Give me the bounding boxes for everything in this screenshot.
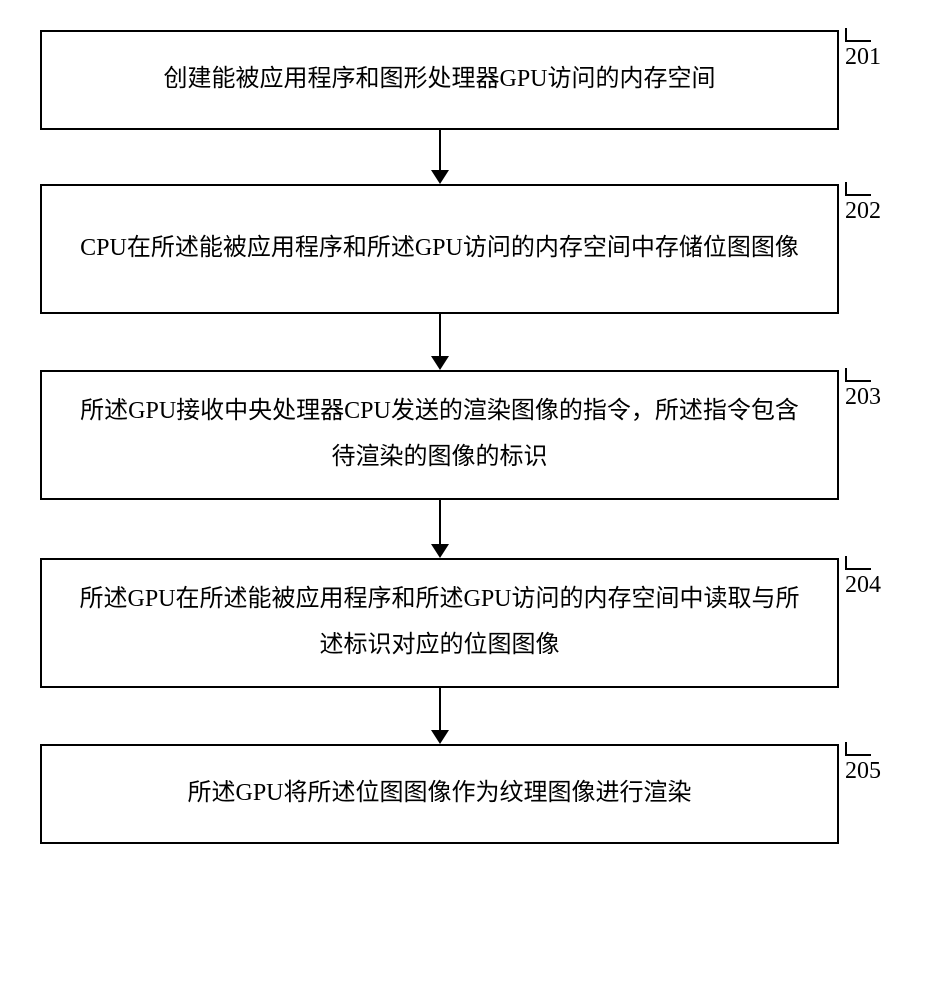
arrow-shaft	[439, 688, 441, 730]
flow-step-row: CPU在所述能被应用程序和所述GPU访问的内存空间中存储位图图像 202	[40, 184, 887, 314]
step-label-number: 201	[845, 44, 887, 71]
flow-arrow	[40, 314, 887, 370]
arrow-head-icon	[431, 170, 449, 184]
arrow-shaft	[439, 130, 441, 170]
step-label: 205	[845, 742, 887, 785]
flow-step-row: 所述GPU将所述位图图像作为纹理图像进行渲染 205	[40, 744, 887, 844]
flow-step-row: 创建能被应用程序和图形处理器GPU访问的内存空间 201	[40, 30, 887, 130]
step-label-tick-icon	[845, 556, 871, 570]
flow-step-box: 所述GPU将所述位图图像作为纹理图像进行渲染	[40, 744, 839, 844]
step-label: 202	[845, 182, 887, 225]
flow-step-row: 所述GPU在所述能被应用程序和所述GPU访问的内存空间中读取与所述标识对应的位图…	[40, 558, 887, 688]
step-label: 203	[845, 368, 887, 411]
flow-step-text: 所述GPU将所述位图图像作为纹理图像进行渲染	[187, 771, 691, 817]
step-label-tick-icon	[845, 368, 871, 382]
flow-step-text: CPU在所述能被应用程序和所述GPU访问的内存空间中存储位图图像	[80, 226, 799, 272]
flow-step-box: CPU在所述能被应用程序和所述GPU访问的内存空间中存储位图图像	[40, 184, 839, 314]
step-label-tick-icon	[845, 742, 871, 756]
arrow-shaft	[439, 500, 441, 544]
step-label-number: 204	[845, 572, 887, 599]
flow-arrow	[40, 130, 887, 184]
flow-step-box: 创建能被应用程序和图形处理器GPU访问的内存空间	[40, 30, 839, 130]
step-label-number: 203	[845, 384, 887, 411]
flow-step-box: 所述GPU接收中央处理器CPU发送的渲染图像的指令，所述指令包含待渲染的图像的标…	[40, 370, 839, 500]
flow-step-box: 所述GPU在所述能被应用程序和所述GPU访问的内存空间中读取与所述标识对应的位图…	[40, 558, 839, 688]
flow-arrow	[40, 500, 887, 558]
step-label-tick-icon	[845, 28, 871, 42]
step-label: 204	[845, 556, 887, 599]
step-label: 201	[845, 28, 887, 71]
arrow-head-icon	[431, 544, 449, 558]
arrow-head-icon	[431, 730, 449, 744]
flowchart-container: 创建能被应用程序和图形处理器GPU访问的内存空间 201 CPU在所述能被应用程序和…	[40, 30, 887, 844]
arrow-shaft	[439, 314, 441, 356]
flow-step-text: 所述GPU接收中央处理器CPU发送的渲染图像的指令，所述指令包含待渲染的图像的标…	[70, 389, 809, 480]
flow-step-row: 所述GPU接收中央处理器CPU发送的渲染图像的指令，所述指令包含待渲染的图像的标…	[40, 370, 887, 500]
step-label-number: 202	[845, 198, 887, 225]
flow-arrow	[40, 688, 887, 744]
flow-step-text: 创建能被应用程序和图形处理器GPU访问的内存空间	[163, 57, 715, 103]
flow-step-text: 所述GPU在所述能被应用程序和所述GPU访问的内存空间中读取与所述标识对应的位图…	[70, 577, 809, 668]
arrow-head-icon	[431, 356, 449, 370]
step-label-tick-icon	[845, 182, 871, 196]
step-label-number: 205	[845, 758, 887, 785]
